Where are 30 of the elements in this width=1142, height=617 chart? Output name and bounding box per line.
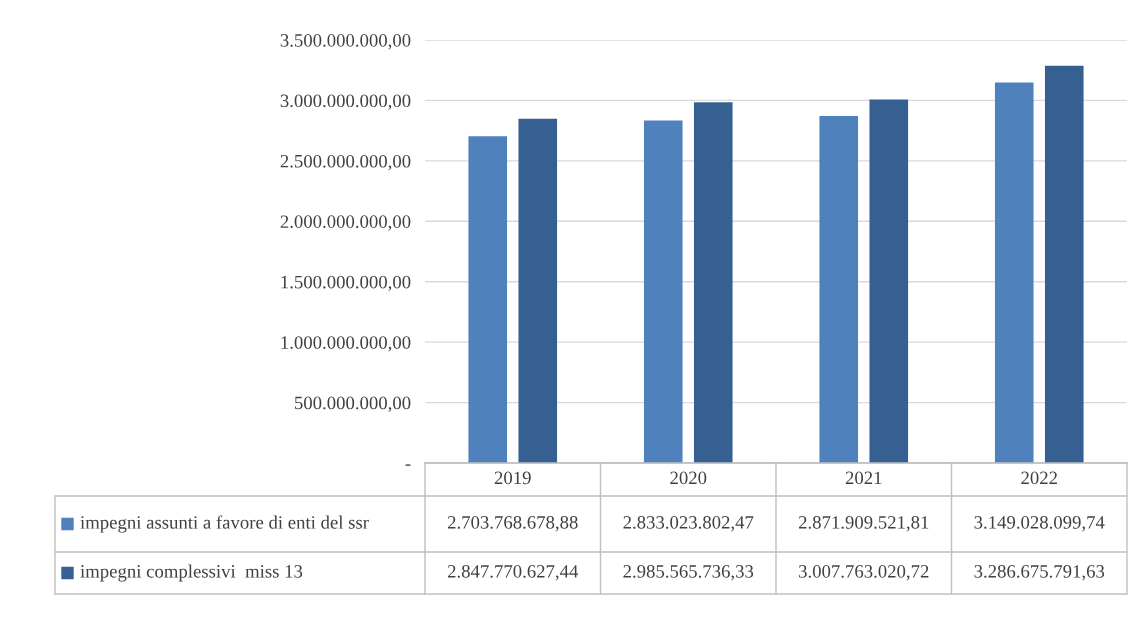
y-tick-label: 2.500.000.000,00 xyxy=(280,154,411,171)
data-label: 3.286.675.791,63 xyxy=(974,565,1105,581)
bar xyxy=(468,136,508,463)
data-label: 2.847.770.627,44 xyxy=(447,565,579,581)
data-label: 2.871.909.521,81 xyxy=(798,516,929,532)
bar xyxy=(994,82,1034,463)
y-tick-label: 500.000.000,00 xyxy=(295,396,411,412)
x-tick-label: 2020 xyxy=(670,471,707,485)
y-tick-label: 3.500.000.000,00 xyxy=(280,34,411,50)
data-label: 2.833.023.802,47 xyxy=(623,516,754,532)
y-tick-label: 3.000.000.000,00 xyxy=(280,94,411,110)
data-label: 3.007.763.020,72 xyxy=(799,565,929,581)
data-label: 2.985.565.736,33 xyxy=(623,565,754,581)
legend-label: impegni assunti a favore di enti del ssr xyxy=(80,515,369,533)
bar xyxy=(1044,65,1084,463)
x-tick-label: 2021 xyxy=(845,471,882,485)
data-label: 2.703.768.678,88 xyxy=(447,516,578,532)
y-tick-label: 1.000.000.000,00 xyxy=(281,336,411,352)
bar xyxy=(643,120,683,463)
x-tick-label: 2022 xyxy=(1021,471,1057,485)
bar xyxy=(869,99,909,463)
bar xyxy=(518,118,558,463)
bar xyxy=(819,115,859,463)
y-tick-label: 2.000.000.000,00 xyxy=(280,215,411,231)
legend-label: impegni complessivi miss 13 xyxy=(80,564,303,582)
bar xyxy=(693,102,733,463)
data-label: 3.149.028.099,74 xyxy=(974,516,1105,532)
y-tick-label: 1.500.000.000,00 xyxy=(281,275,411,292)
x-tick-label: 2019 xyxy=(494,471,531,485)
y-tick-label: - xyxy=(405,464,411,466)
